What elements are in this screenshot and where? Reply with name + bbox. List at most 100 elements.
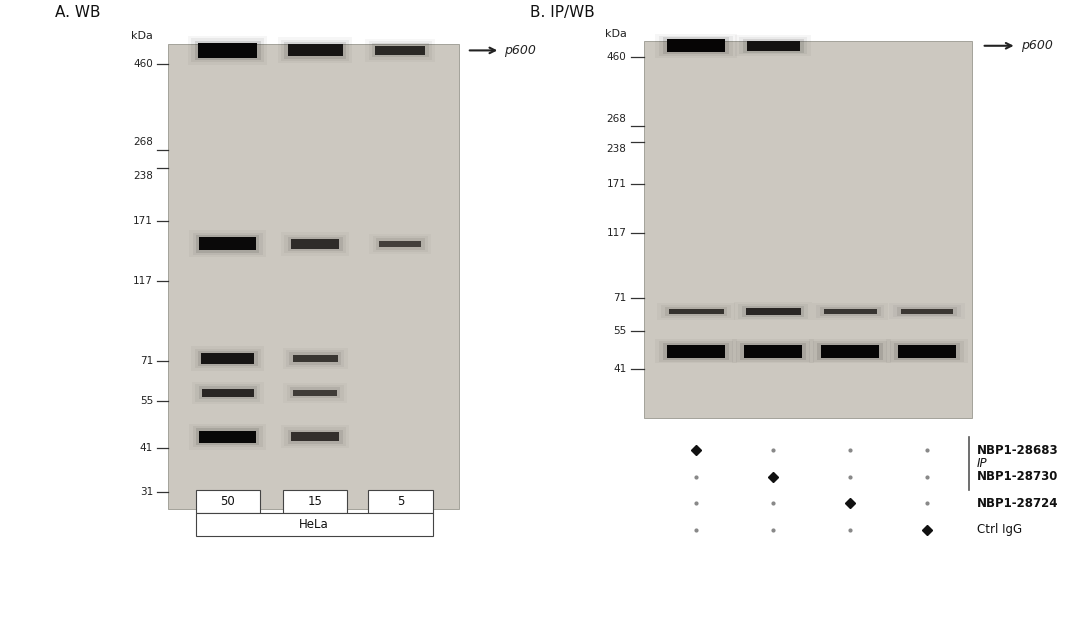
Bar bbox=[740, 343, 806, 360]
Bar bbox=[289, 387, 340, 399]
Bar bbox=[198, 43, 257, 58]
Bar bbox=[195, 513, 433, 536]
Text: A. WB: A. WB bbox=[55, 5, 100, 20]
Bar bbox=[890, 341, 964, 362]
Text: 5: 5 bbox=[396, 495, 404, 508]
Bar bbox=[202, 388, 254, 397]
Bar bbox=[667, 345, 725, 358]
Bar bbox=[283, 348, 348, 369]
Bar bbox=[193, 426, 262, 447]
Text: 55: 55 bbox=[613, 326, 626, 336]
Text: IP: IP bbox=[976, 457, 987, 470]
Bar bbox=[663, 38, 729, 54]
Bar bbox=[167, 44, 459, 509]
Bar bbox=[201, 353, 254, 364]
Bar bbox=[195, 490, 260, 513]
Bar bbox=[656, 34, 737, 58]
Bar bbox=[732, 339, 814, 364]
Bar bbox=[365, 39, 435, 62]
Bar bbox=[733, 302, 812, 321]
Bar bbox=[667, 39, 725, 52]
Text: 460: 460 bbox=[607, 52, 626, 61]
Bar bbox=[656, 339, 737, 364]
Text: kDa: kDa bbox=[605, 29, 626, 39]
Bar bbox=[738, 304, 809, 319]
Bar bbox=[193, 233, 262, 255]
Text: 31: 31 bbox=[139, 488, 153, 497]
Bar bbox=[287, 430, 342, 444]
Bar bbox=[744, 345, 802, 358]
Text: 50: 50 bbox=[220, 495, 235, 508]
Bar bbox=[376, 238, 424, 250]
Bar bbox=[197, 428, 259, 445]
Bar bbox=[734, 35, 811, 56]
Bar bbox=[644, 41, 972, 419]
Text: 117: 117 bbox=[607, 228, 626, 239]
Text: 41: 41 bbox=[139, 443, 153, 453]
Text: p600: p600 bbox=[1022, 39, 1053, 52]
Bar bbox=[291, 239, 339, 248]
Bar bbox=[901, 309, 953, 314]
Bar bbox=[195, 384, 260, 402]
Bar bbox=[368, 490, 433, 513]
Text: 71: 71 bbox=[613, 293, 626, 303]
Text: 55: 55 bbox=[139, 396, 153, 406]
Bar bbox=[287, 237, 342, 251]
Text: 41: 41 bbox=[613, 364, 626, 374]
Bar bbox=[897, 307, 957, 316]
Bar bbox=[737, 341, 810, 362]
Bar bbox=[824, 308, 877, 314]
Bar bbox=[372, 44, 429, 58]
Bar bbox=[375, 46, 426, 55]
Bar bbox=[743, 39, 804, 52]
Bar bbox=[379, 241, 421, 247]
Bar bbox=[659, 36, 733, 56]
Bar bbox=[194, 41, 260, 60]
Bar bbox=[889, 303, 964, 319]
Bar bbox=[664, 307, 728, 316]
Bar bbox=[191, 38, 265, 63]
Text: p600: p600 bbox=[504, 44, 536, 57]
Bar bbox=[821, 345, 879, 358]
Text: 15: 15 bbox=[308, 495, 323, 508]
Bar bbox=[283, 383, 347, 403]
Bar bbox=[281, 425, 349, 449]
Bar bbox=[818, 343, 883, 360]
Text: kDa: kDa bbox=[131, 31, 153, 41]
Text: 268: 268 bbox=[607, 115, 626, 124]
Text: B. IP/WB: B. IP/WB bbox=[529, 5, 594, 20]
Text: NBP1-28724: NBP1-28724 bbox=[976, 497, 1058, 509]
Text: NBP1-28683: NBP1-28683 bbox=[976, 444, 1058, 457]
Text: 268: 268 bbox=[133, 137, 153, 147]
Bar bbox=[188, 36, 268, 65]
Bar bbox=[287, 44, 342, 56]
Bar bbox=[189, 230, 266, 257]
Bar bbox=[669, 308, 724, 314]
Bar bbox=[289, 353, 341, 365]
Bar bbox=[286, 350, 345, 367]
Text: 117: 117 bbox=[133, 276, 153, 286]
Text: Ctrl IgG: Ctrl IgG bbox=[976, 523, 1022, 536]
Bar bbox=[194, 349, 261, 368]
Bar bbox=[189, 424, 266, 450]
Bar bbox=[820, 307, 880, 316]
Bar bbox=[197, 235, 259, 253]
Bar bbox=[283, 490, 348, 513]
Bar bbox=[284, 42, 346, 59]
Bar bbox=[291, 432, 339, 442]
Bar bbox=[894, 343, 960, 360]
Bar bbox=[657, 303, 735, 320]
Bar bbox=[200, 431, 256, 443]
Text: 238: 238 bbox=[133, 171, 153, 180]
Bar bbox=[198, 351, 257, 366]
Bar bbox=[893, 305, 961, 317]
Bar bbox=[739, 37, 808, 54]
Bar bbox=[661, 305, 731, 318]
Bar bbox=[284, 428, 346, 446]
Bar bbox=[281, 232, 349, 255]
Text: 171: 171 bbox=[133, 216, 153, 226]
Bar bbox=[284, 235, 346, 253]
Bar bbox=[200, 237, 256, 250]
Bar bbox=[368, 41, 432, 60]
Bar bbox=[886, 339, 968, 364]
